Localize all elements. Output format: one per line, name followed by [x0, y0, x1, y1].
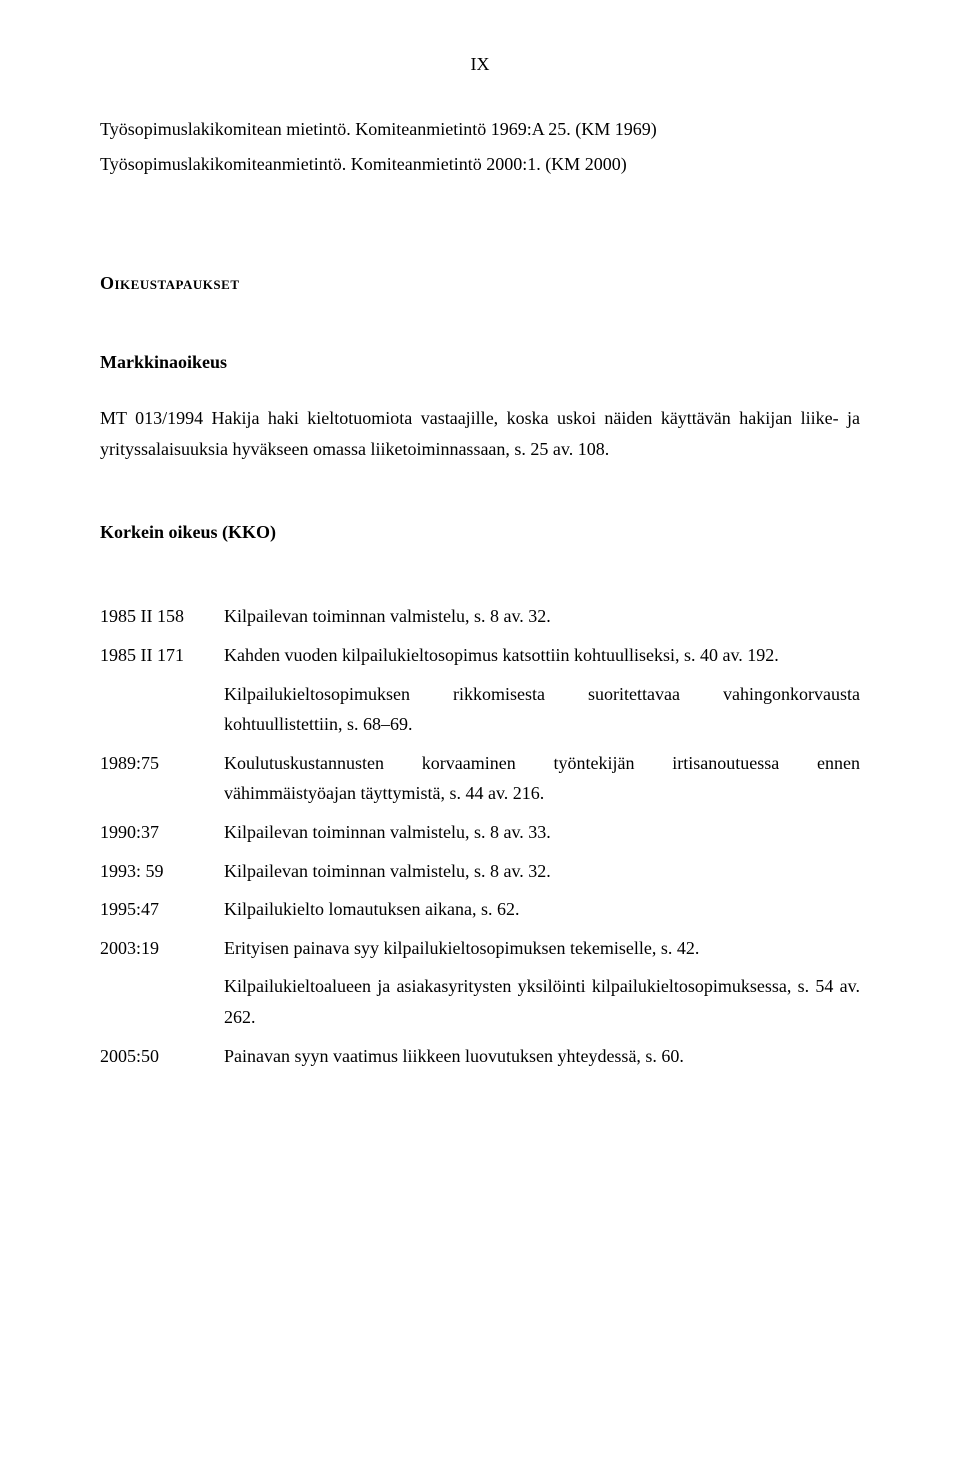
case-entry: 1989:75Koulutuskustannusten korvaaminen … [100, 748, 860, 809]
spacer [100, 183, 860, 273]
case-entry: 1990:37Kilpailevan toiminnan valmistelu,… [100, 817, 860, 848]
case-label: 1993: 59 [100, 856, 224, 887]
case-label: 2003:19 [100, 933, 224, 964]
case-label: 1985 II 171 [100, 640, 224, 671]
case-entry: 2005:50Painavan syyn vaatimus liikkeen l… [100, 1041, 860, 1072]
case-entry: 2003:19Erityisen painava syy kilpailukie… [100, 933, 860, 964]
market-court-title: Markkinaoikeus [100, 352, 860, 373]
spacer [100, 464, 860, 522]
case-entry: 1985 II 171Kahden vuoden kilpailukieltos… [100, 640, 860, 671]
market-court-case-label: MT 013/1994 [100, 408, 203, 428]
case-label: 1990:37 [100, 817, 224, 848]
case-text: Kilpailevan toiminnan valmistelu, s. 8 a… [224, 601, 860, 632]
case-note: Kilpailukieltoalueen ja asiakasyritysten… [224, 971, 860, 1032]
case-text: Kilpailevan toiminnan valmistelu, s. 8 a… [224, 856, 860, 887]
intro-line-2: Työsopimuslakikomiteanmietintö. Komitean… [100, 149, 860, 180]
case-text: Kilpailevan toiminnan valmistelu, s. 8 a… [224, 817, 860, 848]
spacer [100, 294, 860, 352]
case-text: Erityisen painava syy kilpailukieltosopi… [224, 933, 860, 964]
document-page: IX Työsopimuslakikomitean mietintö. Komi… [0, 0, 960, 1462]
case-label: 1995:47 [100, 894, 224, 925]
case-entry: 1993: 59Kilpailevan toiminnan valmistelu… [100, 856, 860, 887]
case-entry: 1995:47Kilpailukielto lomautuksen aikana… [100, 894, 860, 925]
case-label: 1985 II 158 [100, 601, 224, 632]
market-court-case: MT 013/1994 Hakija haki kieltotuomiota v… [100, 403, 860, 464]
case-label: 1989:75 [100, 748, 224, 779]
spacer [100, 543, 860, 601]
page-content: Työsopimuslakikomitean mietintö. Komitea… [100, 114, 860, 1071]
case-text: Koulutuskustannusten korvaaminen työntek… [224, 748, 860, 809]
supreme-court-title: Korkein oikeus (KKO) [100, 522, 860, 543]
case-note: Kilpailukieltosopimuksen rikkomisesta su… [224, 679, 860, 740]
intro-line-1: Työsopimuslakikomitean mietintö. Komitea… [100, 114, 860, 145]
case-entry: 1985 II 158Kilpailevan toiminnan valmist… [100, 601, 860, 632]
case-text: Painavan syyn vaatimus liikkeen luovutuk… [224, 1041, 860, 1072]
spacer [100, 373, 860, 403]
page-number: IX [471, 54, 490, 75]
case-label: 2005:50 [100, 1041, 224, 1072]
market-court-case-text: Hakija haki kieltotuomiota vastaajille, … [100, 408, 860, 459]
case-text: Kilpailukielto lomautuksen aikana, s. 62… [224, 894, 860, 925]
cases-heading: Oikeustapaukset [100, 273, 860, 294]
case-text: Kahden vuoden kilpailukieltosopimus kats… [224, 640, 860, 671]
supreme-court-entries: 1985 II 158Kilpailevan toiminnan valmist… [100, 601, 860, 1071]
